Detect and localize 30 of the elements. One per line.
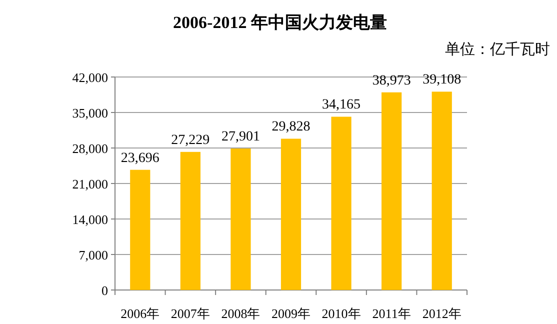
data-label: 23,696 [120,150,160,166]
chart-title: 2006-2012 年中国火力发电量 [173,13,387,32]
y-tick-label: 35,000 [72,106,108,120]
x-tick-label: 2007年 [170,306,210,321]
bar [382,92,402,290]
bar [180,152,200,290]
data-label: 34,165 [322,98,361,113]
x-tick-label: 2006年 [120,306,160,321]
data-label: 39,108 [422,72,462,88]
bar [331,116,352,290]
data-label: 27,901 [221,130,260,144]
data-label: 38,973 [372,73,411,88]
bar [280,138,302,290]
y-tick-label: 21,000 [72,176,108,192]
x-tick-label: 2011年 [372,306,411,321]
x-tick-label: 2012年 [422,306,462,321]
y-tick-label: 42,000 [72,70,108,85]
y-tick-label: 28,000 [72,141,108,156]
y-tick-label: 0 [102,283,108,298]
bar [230,148,251,290]
y-tick-label: 14,000 [72,212,108,227]
bar [432,92,452,290]
data-label: 27,229 [171,132,210,148]
bar [130,170,150,290]
text: 单位：亿千瓦时 [445,41,550,58]
x-tick-label: 2009年 [272,306,310,321]
x-tick-label: 2008年 [221,306,260,321]
y-tick-label: 7,000 [78,248,108,262]
x-tick-label: 2010年 [322,306,361,321]
data-label: 29,828 [272,120,310,135]
